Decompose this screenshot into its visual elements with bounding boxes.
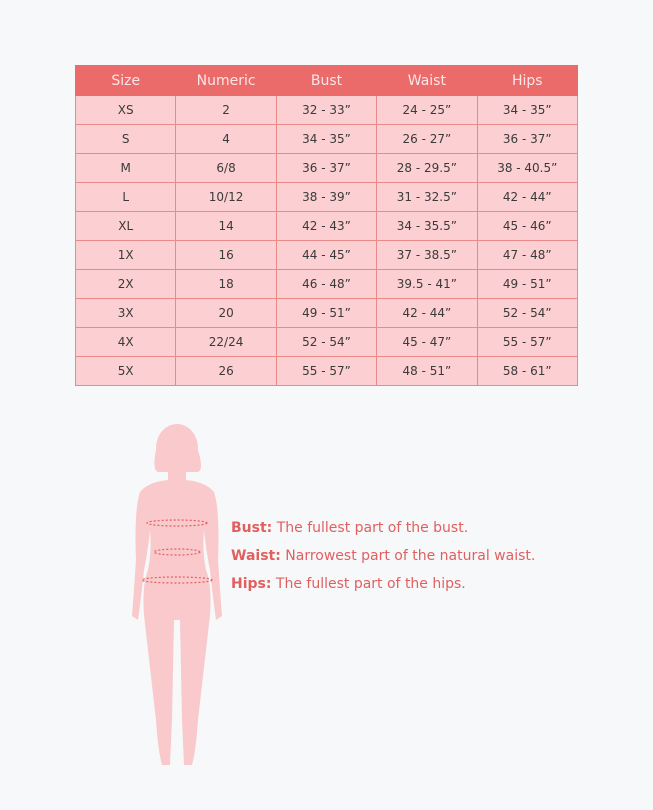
table-cell: S	[74, 124, 177, 154]
table-cell: 2	[175, 95, 277, 125]
table-cell: 3X	[74, 298, 177, 328]
hips-measure-line	[141, 576, 213, 584]
table-row: 2X 18 46 - 48” 39.5 - 41” 49 - 51”	[74, 269, 579, 299]
table-cell: 38 - 40.5”	[476, 153, 579, 183]
table-cell: 45 - 46”	[476, 211, 579, 241]
table-cell: 55 - 57”	[476, 327, 579, 357]
table-cell: 14	[175, 211, 277, 241]
table-cell: 10/12	[175, 182, 277, 212]
table-row: 3X 20 49 - 51” 42 - 44” 52 - 54”	[74, 298, 579, 328]
legend-waist: Waist: Narrowest part of the natural wai…	[231, 542, 535, 570]
table-row: 4X 22/24 52 - 54” 45 - 47” 55 - 57”	[74, 327, 579, 357]
legend-bust: Bust: The fullest part of the bust.	[231, 514, 535, 542]
table-cell: 4	[175, 124, 277, 154]
table-cell: 31 - 32.5”	[376, 182, 478, 212]
table-cell: 45 - 47”	[376, 327, 478, 357]
table-cell: 36 - 37”	[275, 153, 378, 183]
legend-hips: Hips: The fullest part of the hips.	[231, 570, 535, 598]
table-cell: XS	[74, 95, 177, 125]
table-row: 5X 26 55 - 57” 48 - 51” 58 - 61”	[74, 356, 579, 386]
table-cell: 49 - 51”	[476, 269, 579, 299]
table-cell: 36 - 37”	[476, 124, 579, 154]
table-cell: 42 - 44”	[376, 298, 478, 328]
table-cell: XL	[74, 211, 177, 241]
legend-term: Hips:	[231, 576, 272, 592]
table-row: L 10/12 38 - 39” 31 - 32.5” 42 - 44”	[74, 182, 579, 212]
legend-desc: The fullest part of the hips.	[271, 576, 466, 592]
legend-term: Bust:	[231, 520, 273, 536]
table-row: XL 14 42 - 43” 34 - 35.5” 45 - 46”	[74, 211, 579, 241]
header-bust: Bust	[275, 65, 378, 96]
table-cell: 28 - 29.5”	[376, 153, 478, 183]
table-cell: 46 - 48”	[275, 269, 378, 299]
table-cell: 26	[175, 356, 277, 386]
table-cell: 37 - 38.5”	[376, 240, 478, 270]
legend-desc: The fullest part of the bust.	[272, 520, 469, 536]
table-cell: 5X	[74, 356, 177, 386]
table-cell: 42 - 43”	[275, 211, 378, 241]
table-cell: 49 - 51”	[275, 298, 378, 328]
size-chart-table: Size Numeric Bust Waist Hips XS 2 32 - 33”…	[74, 65, 579, 386]
table-cell: 32 - 33”	[275, 95, 378, 125]
legend-term: Waist:	[231, 548, 281, 564]
header-numeric: Numeric	[175, 65, 277, 96]
table-cell: 22/24	[175, 327, 277, 357]
table-cell: 44 - 45”	[275, 240, 378, 270]
header-hips: Hips	[476, 65, 579, 96]
header-waist: Waist	[376, 65, 478, 96]
table-cell: 34 - 35”	[275, 124, 378, 154]
table-row: S 4 34 - 35” 26 - 27” 36 - 37”	[74, 124, 579, 154]
table-cell: 2X	[74, 269, 177, 299]
table-cell: 55 - 57”	[275, 356, 378, 386]
table-cell: 47 - 48”	[476, 240, 579, 270]
table-row: 1X 16 44 - 45” 37 - 38.5” 47 - 48”	[74, 240, 579, 270]
table-cell: 4X	[74, 327, 177, 357]
waist-measure-line	[153, 548, 201, 556]
table-cell: 52 - 54”	[476, 298, 579, 328]
table-cell: 6/8	[175, 153, 277, 183]
measurement-legend: Bust: The fullest part of the bust. Wais…	[231, 514, 535, 598]
table-cell: M	[74, 153, 177, 183]
table-cell: 34 - 35”	[476, 95, 579, 125]
table-cell: 16	[175, 240, 277, 270]
table-row: XS 2 32 - 33” 24 - 25” 34 - 35”	[74, 95, 579, 125]
table-cell: 20	[175, 298, 277, 328]
table-cell: 38 - 39”	[275, 182, 378, 212]
legend-desc: Narrowest part of the natural waist.	[280, 548, 536, 564]
body-silhouette-figure	[132, 424, 222, 765]
table-header-row: Size Numeric Bust Waist Hips	[74, 65, 579, 96]
table-row: M 6/8 36 - 37” 28 - 29.5” 38 - 40.5”	[74, 153, 579, 183]
bust-measure-line	[146, 519, 208, 527]
table-cell: 39.5 - 41”	[376, 269, 478, 299]
table-cell: 42 - 44”	[476, 182, 579, 212]
table-cell: 52 - 54”	[275, 327, 378, 357]
table-cell: L	[74, 182, 177, 212]
table-cell: 18	[175, 269, 277, 299]
table-cell: 34 - 35.5”	[376, 211, 478, 241]
table-cell: 1X	[74, 240, 177, 270]
table-cell: 26 - 27”	[376, 124, 478, 154]
table-cell: 58 - 61”	[476, 356, 579, 386]
table-cell: 48 - 51”	[376, 356, 478, 386]
header-size: Size	[74, 65, 177, 96]
table-cell: 24 - 25”	[376, 95, 478, 125]
